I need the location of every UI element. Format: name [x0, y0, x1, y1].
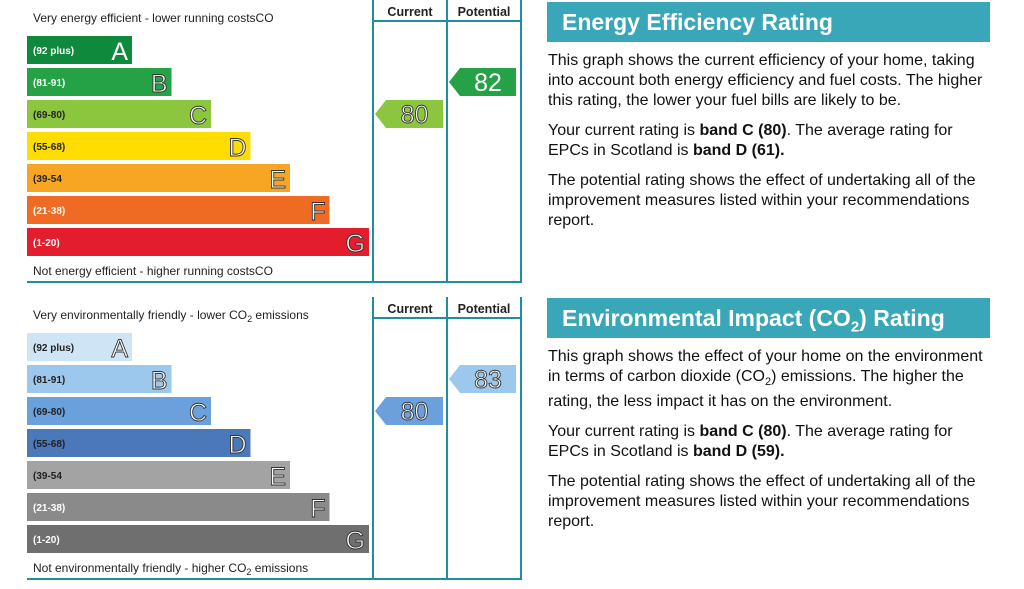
energy-band-b-letter: B [151, 70, 168, 98]
energy-band-a-bar [27, 36, 132, 64]
environment-potential-rating-value: 83 [474, 366, 502, 394]
environment-band-d-letter: D [228, 431, 246, 459]
energy-current-rating-prefix: Your current rating is [548, 122, 700, 139]
energy-average-rating-prefix: . The average rating for EPCs in Scotlan… [548, 122, 953, 159]
energy-band-f-letter: F [310, 198, 325, 226]
energy-band-b-range: (81-91) [33, 78, 65, 89]
environment-band-c-range: (69-80) [33, 407, 65, 418]
environment-description-subscript: 2 [764, 376, 772, 389]
energy-band-c-bar [27, 100, 211, 128]
energy-efficiency-chart: Current Potential Very energy efficient - … [27, 0, 522, 283]
environment-description: This graph shows the effect of your home… [548, 347, 990, 412]
environment-band-e-bar [27, 461, 290, 489]
environment-band-b-range: (81-91) [33, 375, 65, 386]
energy-band-a-range: (92 plus) [33, 46, 74, 57]
environment-band-d-bar [27, 429, 251, 457]
energy-band-e-bar [27, 164, 290, 192]
energy-description: This graph shows the current efficiency … [548, 52, 983, 109]
environment-band-e-range: (39-54 [33, 471, 62, 482]
environment-band-d-range: (55-68) [33, 439, 65, 450]
energy-band-e-range: (39-54 [33, 174, 62, 185]
environment-potential-header: Potential [458, 302, 511, 316]
energy-band-g-range: (1-20) [33, 238, 60, 249]
energy-band-g-letter: G [346, 230, 365, 258]
environment-band-g-bar [27, 525, 369, 553]
environment-description-prefix: This graph shows the effect of your home… [548, 348, 983, 385]
environment-band-g-range: (1-20) [33, 535, 60, 546]
energy-efficiency-title: Energy Efficiency Rating [547, 2, 990, 42]
energy-efficiency-chart-svg: Current Potential Very energy efficient - … [27, 0, 522, 283]
energy-band-f-range: (21-38) [33, 206, 65, 217]
energy-potential-text: The potential rating shows the effect of… [548, 172, 976, 229]
environment-current-band: band C (80) [699, 423, 787, 441]
energy-band-c-range: (69-80) [33, 110, 65, 121]
energy-band-c-letter: C [189, 102, 207, 130]
environmental-impact-title: Environmental Impact (CO2) Rating [547, 298, 990, 338]
energy-efficiency-panel: Energy Efficiency Rating This graph show… [547, 2, 990, 231]
energy-current-header: Current [387, 5, 433, 19]
environment-band-a-bar [27, 333, 132, 361]
environment-band-e-letter: E [269, 463, 286, 491]
environment-current-rating-text: Your current rating is band C (80). The … [548, 422, 990, 462]
environment-band-a-range: (92 plus) [33, 343, 74, 354]
environment-description-suffix: ) emissions. The higher the rating, the … [548, 368, 964, 411]
environment-average-band: band D (59). [692, 443, 785, 461]
energy-potential-rating-arrow [449, 68, 516, 96]
environment-bottom-label: Not environmentally friendly - higher CO… [33, 561, 308, 577]
environmental-impact-panel: Environmental Impact (CO2) Rating This g… [547, 298, 990, 532]
energy-current-band: band C (80) [699, 122, 787, 139]
energy-band-g-bar [27, 228, 369, 256]
environment-current-header: Current [387, 302, 433, 316]
energy-band-d-range: (55-68) [33, 142, 65, 153]
environment-band-g-letter: G [346, 527, 365, 555]
environment-average-rating-prefix: . The average rating for EPCs in Scotlan… [548, 423, 953, 461]
energy-band-a-letter: A [111, 38, 128, 66]
energy-potential-rating-value: 82 [474, 69, 502, 97]
environment-top-label: Very environmentally friendly - lower CO… [33, 308, 309, 324]
environment-band-f-range: (21-38) [33, 503, 65, 514]
environment-band-f-letter: F [310, 495, 325, 523]
energy-band-f-bar [27, 196, 330, 224]
environment-current-rating-prefix: Your current rating is [548, 423, 700, 441]
environment-band-c-bar [27, 397, 211, 425]
environment-band-f-bar [27, 493, 330, 521]
environment-band-c-letter: C [189, 399, 207, 427]
environment-band-a-letter: A [111, 335, 128, 363]
energy-potential-header: Potential [458, 5, 511, 19]
energy-band-e-letter: E [269, 166, 286, 194]
energy-current-rating-value: 80 [401, 101, 429, 129]
energy-band-b-bar [27, 68, 172, 96]
environment-current-rating-value: 80 [401, 398, 429, 426]
energy-current-rating-text: Your current rating is band C (80). The … [548, 121, 990, 161]
energy-current-rating-arrow [375, 100, 443, 128]
environment-potential-text: The potential rating shows the effect of… [548, 473, 976, 531]
environmental-impact-chart: Current Potential Very environmentally fri… [27, 297, 522, 580]
environment-band-b-bar [27, 365, 172, 393]
environment-band-b-letter: B [151, 367, 168, 395]
energy-bottom-label: Not energy efficient - higher running co… [33, 264, 273, 278]
environment-potential-rating-arrow [449, 365, 516, 393]
environmental-title-prefix: Environmental Impact (CO [562, 305, 851, 331]
environmental-title-subscript: 2 [850, 318, 860, 336]
environmental-title-suffix: ) Rating [859, 305, 945, 331]
energy-top-label: Very energy efficient - lower running co… [33, 11, 274, 25]
environment-current-rating-arrow [375, 397, 443, 425]
energy-band-d-bar [27, 132, 251, 160]
energy-band-d-letter: D [228, 134, 246, 162]
environmental-impact-chart-svg: Current Potential Very environmentally fri… [27, 297, 522, 580]
energy-average-band: band D (61). [692, 142, 785, 159]
